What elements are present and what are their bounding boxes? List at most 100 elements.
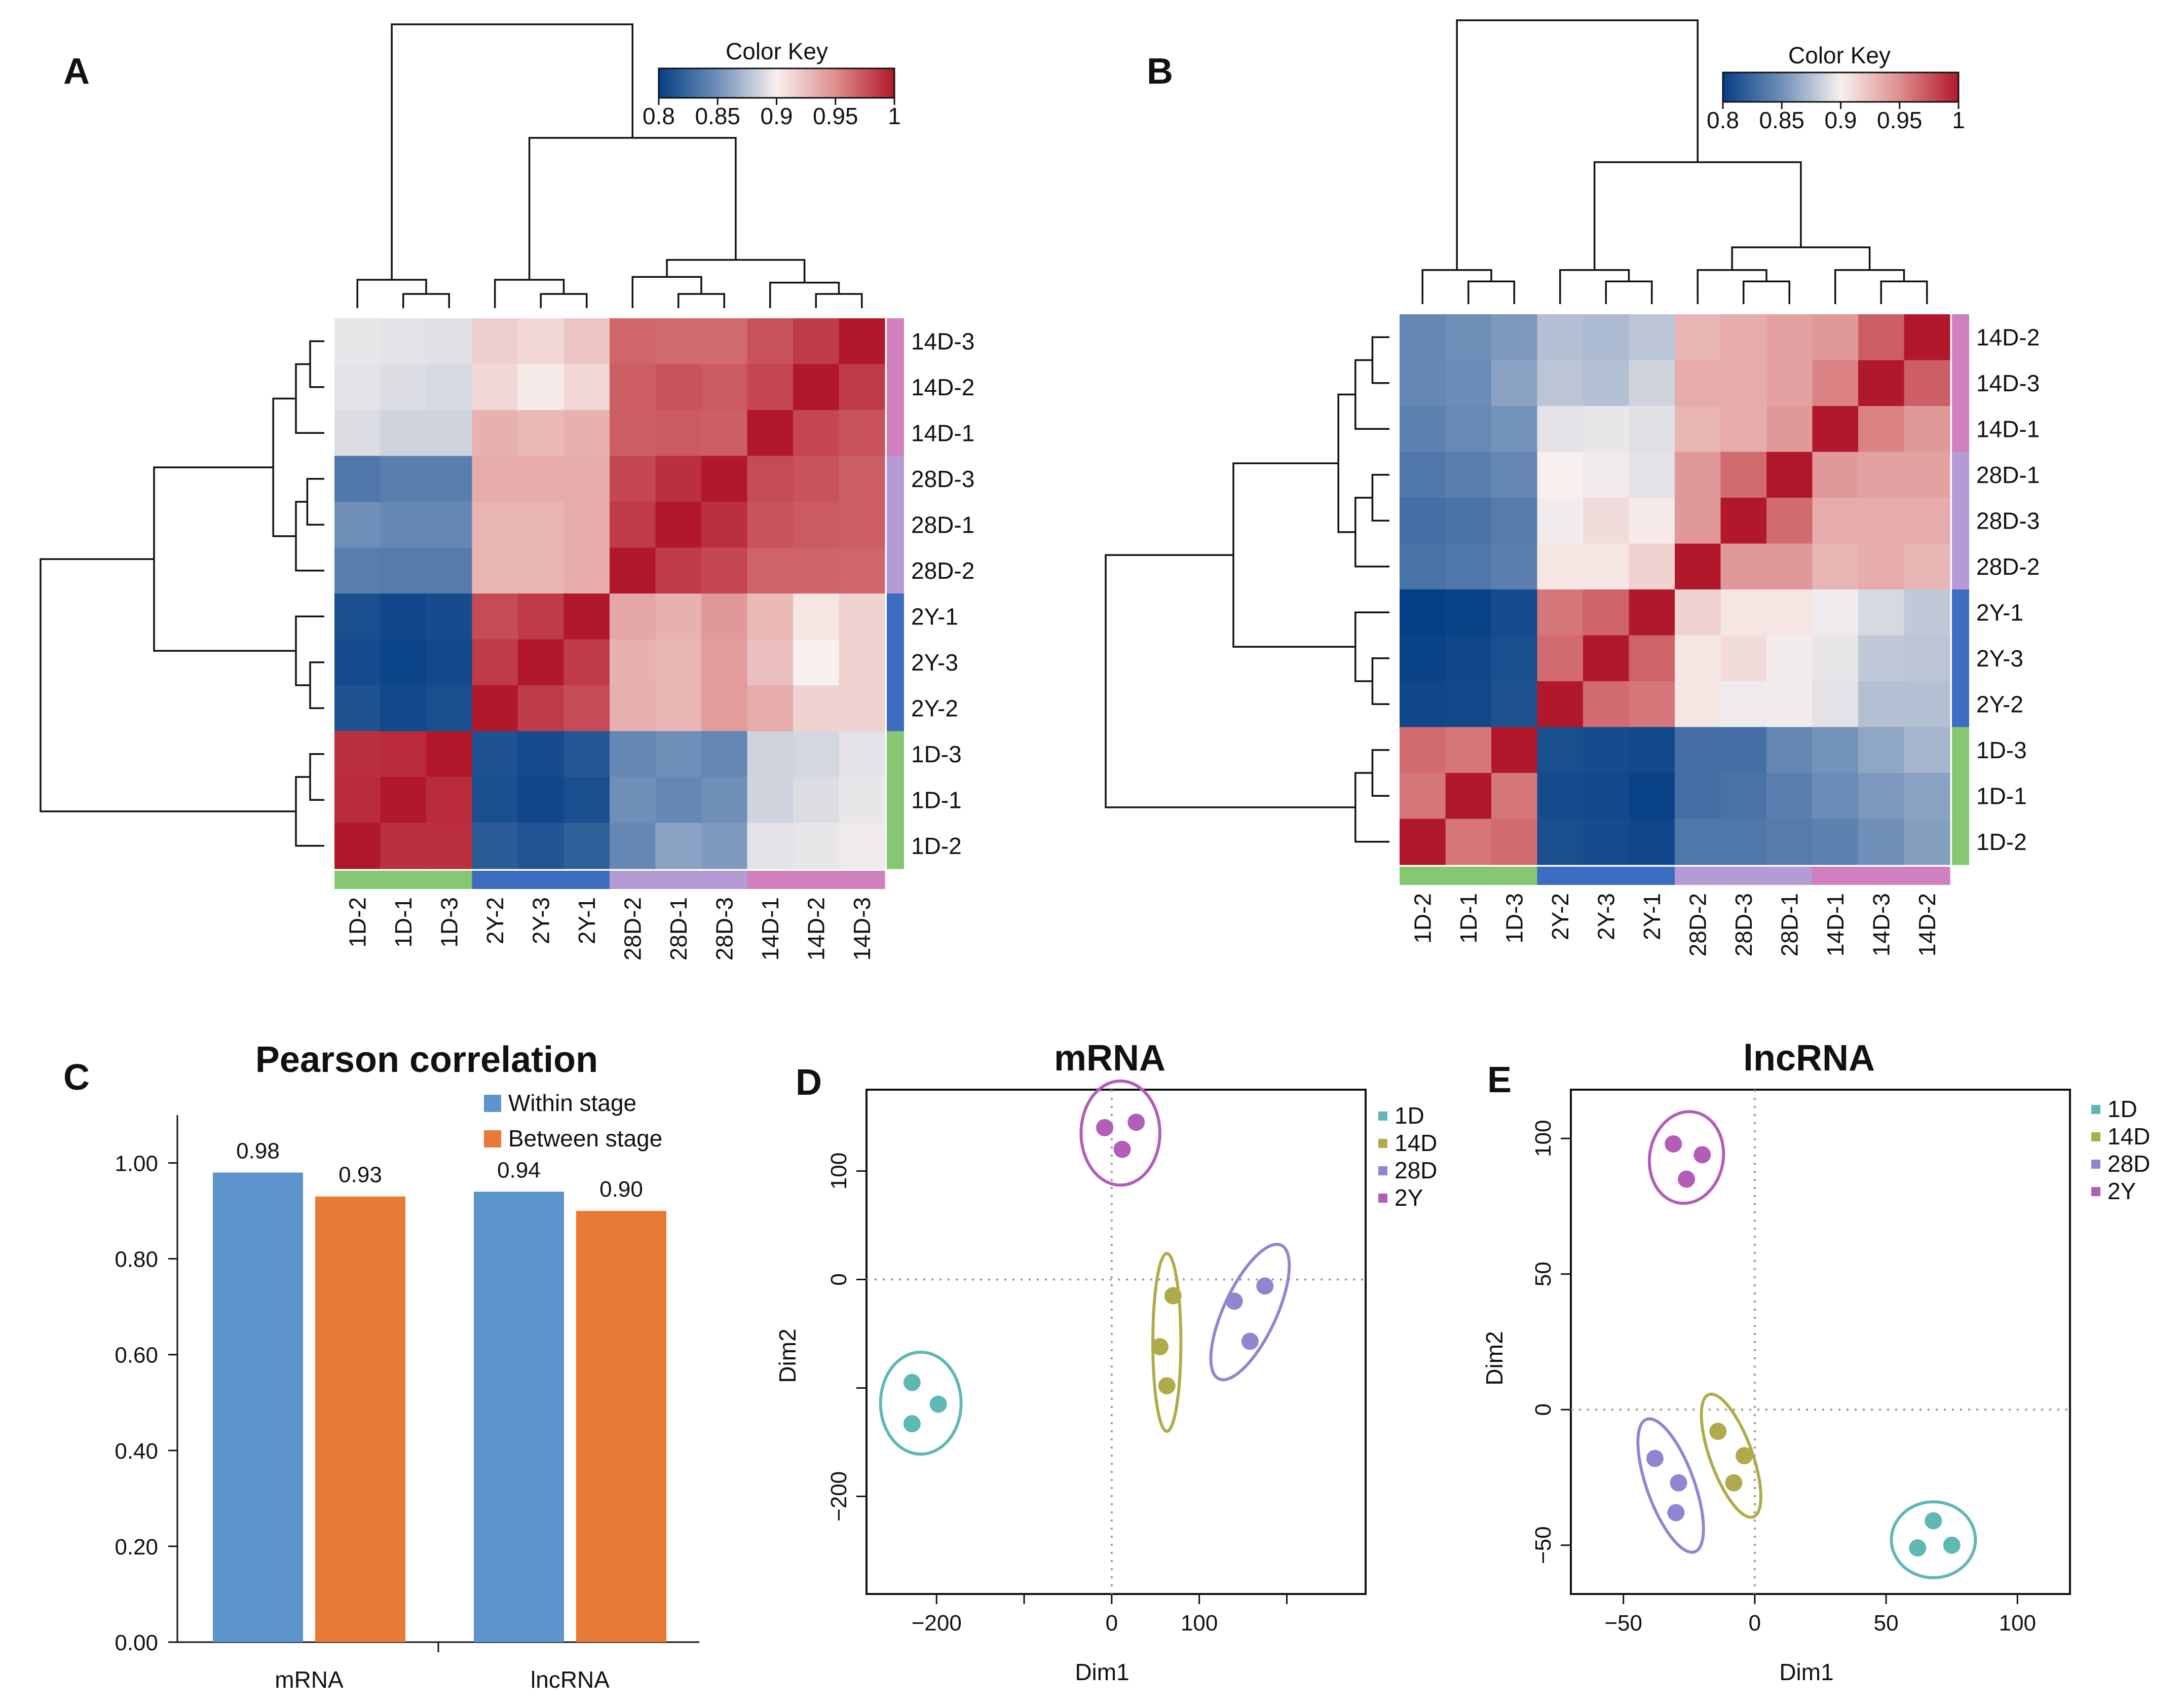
heatmap-cell	[839, 364, 885, 411]
column-dendrogram	[1421, 19, 1928, 304]
column-label: 28D-3	[711, 897, 737, 960]
data-point	[1241, 1332, 1259, 1350]
column-label: 14D-3	[1868, 893, 1894, 956]
heatmap-cell	[610, 456, 656, 502]
heatmap-cell	[1491, 406, 1538, 453]
heatmap-cell	[334, 685, 381, 732]
heatmap-cell	[747, 364, 794, 411]
heatmap-cell	[380, 639, 427, 686]
heatmap-cell	[1491, 681, 1538, 728]
heatmap-cell	[1812, 773, 1859, 820]
x-tick-label: 100	[1999, 1611, 2036, 1636]
dendrogram-branch	[815, 293, 863, 308]
y-tick-label: 100	[826, 1153, 851, 1190]
row-label: 28D-2	[1976, 553, 2040, 580]
legend-label-within: Within stage	[508, 1090, 636, 1116]
color-key-gradient	[658, 67, 895, 99]
color-key-tick-label: 0.8	[643, 103, 675, 129]
heatmap-cell	[518, 547, 564, 594]
heatmap-cell	[1400, 498, 1446, 544]
data-point	[1113, 1140, 1131, 1158]
column-group-bar	[839, 871, 885, 889]
heatmap-cell	[518, 410, 564, 457]
heatmap-cell	[380, 547, 427, 594]
x-tick-label: 50	[1874, 1611, 1899, 1636]
group-ellipse	[879, 1350, 963, 1456]
column-label: 2Y-1	[1639, 893, 1665, 940]
heatmap-cell	[793, 456, 840, 502]
row-group-bar	[1952, 635, 1969, 682]
column-group-bar	[1858, 867, 1905, 885]
heatmap-cell	[1445, 406, 1492, 453]
heatmap-cell	[472, 456, 518, 502]
column-label: 14D-1	[1822, 893, 1849, 956]
heatmap-cell	[1766, 819, 1813, 865]
heatmap-cell	[380, 594, 427, 640]
heatmap-cell	[1583, 498, 1630, 544]
heatmap-cell	[1400, 314, 1446, 361]
y-tick-label: 50	[1531, 1262, 1556, 1286]
heatmap-cell	[334, 410, 381, 457]
heatmap-cell	[563, 823, 610, 869]
heatmap-cell	[380, 777, 427, 824]
heatmap-cell	[1720, 314, 1767, 361]
column-label: 14D-2	[803, 897, 829, 960]
row-group-bar	[1952, 498, 1969, 544]
legend-swatch-1d	[2091, 1105, 2100, 1114]
heatmap-cell	[610, 502, 656, 548]
row-group-bar	[887, 410, 904, 457]
heatmap-cell	[563, 364, 610, 411]
heatmap-cell	[1537, 406, 1584, 453]
heatmap-cell	[655, 318, 702, 365]
legend: 1D 14D 28D 2Y	[2091, 1096, 2150, 1204]
bar	[315, 1196, 405, 1642]
heatmap-cell	[518, 731, 564, 777]
plot-frame	[1570, 1089, 2071, 1595]
heatmap-cell	[1904, 360, 1950, 406]
column-label: 1D-1	[390, 897, 417, 948]
heatmap-cell	[1629, 635, 1675, 682]
heatmap-cell	[793, 594, 840, 640]
heatmap-cell	[655, 731, 702, 777]
dendrogram-branch	[1371, 474, 1389, 522]
heatmap-cell	[1720, 819, 1767, 865]
bar-value-label: 0.90	[599, 1177, 643, 1202]
dendrogram-branch	[1593, 161, 1802, 270]
heatmap-cell	[1629, 681, 1675, 728]
heatmap-cell	[1629, 773, 1675, 820]
bar	[474, 1192, 564, 1642]
heatmap-cell	[472, 639, 518, 686]
data-point	[1256, 1277, 1274, 1295]
heatmap-cell	[1445, 819, 1492, 865]
column-label: 28D-2	[1684, 893, 1711, 956]
column-label: 2Y-3	[528, 897, 554, 944]
dendrogram-branch	[391, 23, 633, 280]
column-label: 14D-3	[849, 897, 875, 960]
heatmap-cell	[793, 731, 840, 777]
y-tick-label: 0.00	[115, 1630, 158, 1655]
heatmap-cell	[1675, 635, 1721, 682]
heatmap-cell	[1400, 406, 1446, 453]
heatmap-cell	[1766, 498, 1813, 544]
heatmap-cell	[1904, 589, 1950, 636]
heatmap-cell	[1491, 452, 1538, 498]
heatmap-cell	[793, 777, 840, 824]
heatmap-cell	[1491, 635, 1538, 682]
heatmap-cell	[655, 502, 702, 548]
heatmap-cell	[1583, 773, 1630, 820]
heatmap-cell	[1904, 773, 1950, 820]
dendrogram-branch	[631, 276, 702, 308]
heatmap-cell	[701, 364, 748, 411]
heatmap-cell	[1445, 498, 1492, 544]
heatmap-cell	[793, 639, 840, 686]
dendrogram-branch	[1559, 269, 1630, 304]
data-point	[1709, 1423, 1727, 1440]
heatmap-cell	[701, 594, 748, 640]
y-tick-label: −200	[826, 1471, 851, 1522]
heatmap-cell	[1675, 314, 1721, 361]
dendrogram-branch	[1731, 246, 1871, 270]
column-group-bar	[1904, 867, 1950, 885]
heatmap-cell	[518, 364, 564, 411]
heatmap-cell	[1537, 543, 1584, 590]
heatmap-cell	[380, 823, 427, 869]
